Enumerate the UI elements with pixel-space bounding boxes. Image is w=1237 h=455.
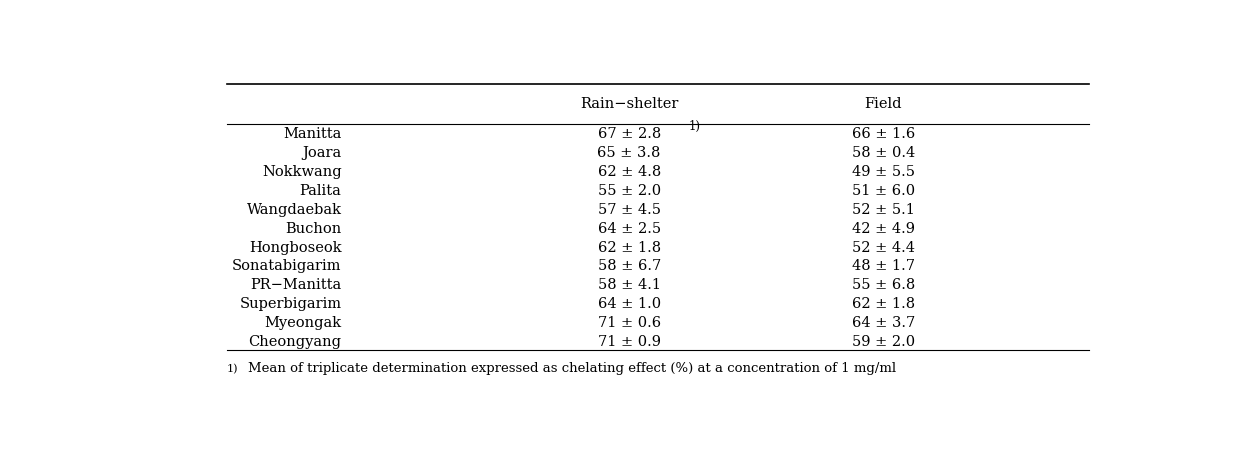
Text: 58 ± 6.7: 58 ± 6.7 (597, 259, 661, 273)
Text: 64 ± 2.5: 64 ± 2.5 (597, 221, 661, 235)
Text: Joara: Joara (302, 146, 341, 160)
Text: 52 ± 4.4: 52 ± 4.4 (852, 240, 914, 254)
Text: 71 ± 0.6: 71 ± 0.6 (597, 315, 661, 329)
Text: 62 ± 1.8: 62 ± 1.8 (851, 297, 915, 311)
Text: 66 ± 1.6: 66 ± 1.6 (851, 127, 915, 141)
Text: 49 ± 5.5: 49 ± 5.5 (852, 165, 914, 179)
Text: Wangdaebak: Wangdaebak (246, 202, 341, 217)
Text: Sonatabigarim: Sonatabigarim (233, 259, 341, 273)
Text: 58 ± 0.4: 58 ± 0.4 (851, 146, 915, 160)
Text: 55 ± 2.0: 55 ± 2.0 (597, 184, 661, 197)
Text: Hongboseok: Hongboseok (249, 240, 341, 254)
Text: Mean of triplicate determination expressed as chelating effect (%) at a concentr: Mean of triplicate determination express… (247, 362, 896, 374)
Text: 51 ± 6.0: 51 ± 6.0 (851, 184, 915, 197)
Text: 64 ± 3.7: 64 ± 3.7 (851, 315, 915, 329)
Text: Buchon: Buchon (286, 221, 341, 235)
Text: 58 ± 4.1: 58 ± 4.1 (597, 278, 661, 292)
Text: 62 ± 4.8: 62 ± 4.8 (597, 165, 661, 179)
Text: 1): 1) (226, 364, 238, 374)
Text: Manitta: Manitta (283, 127, 341, 141)
Text: 62 ± 1.8: 62 ± 1.8 (597, 240, 661, 254)
Text: Rain−shelter: Rain−shelter (580, 96, 678, 111)
Text: 52 ± 5.1: 52 ± 5.1 (852, 202, 914, 217)
Text: 64 ± 1.0: 64 ± 1.0 (597, 297, 661, 311)
Text: Palita: Palita (299, 184, 341, 197)
Text: Superbigarim: Superbigarim (240, 297, 341, 311)
Text: 71 ± 0.9: 71 ± 0.9 (597, 334, 661, 348)
Text: PR−Manitta: PR−Manitta (250, 278, 341, 292)
Text: Field: Field (865, 96, 902, 111)
Text: 67 ± 2.8: 67 ± 2.8 (597, 127, 661, 141)
Text: 42 ± 4.9: 42 ± 4.9 (852, 221, 914, 235)
Text: 1): 1) (689, 120, 700, 133)
Text: 48 ± 1.7: 48 ± 1.7 (852, 259, 914, 273)
Text: Cheongyang: Cheongyang (249, 334, 341, 348)
Text: 57 ± 4.5: 57 ± 4.5 (597, 202, 661, 217)
Text: 59 ± 2.0: 59 ± 2.0 (851, 334, 915, 348)
Text: Nokkwang: Nokkwang (262, 165, 341, 179)
Text: 65 ± 3.8: 65 ± 3.8 (597, 146, 661, 160)
Text: 55 ± 6.8: 55 ± 6.8 (851, 278, 915, 292)
Text: Myeongak: Myeongak (265, 315, 341, 329)
